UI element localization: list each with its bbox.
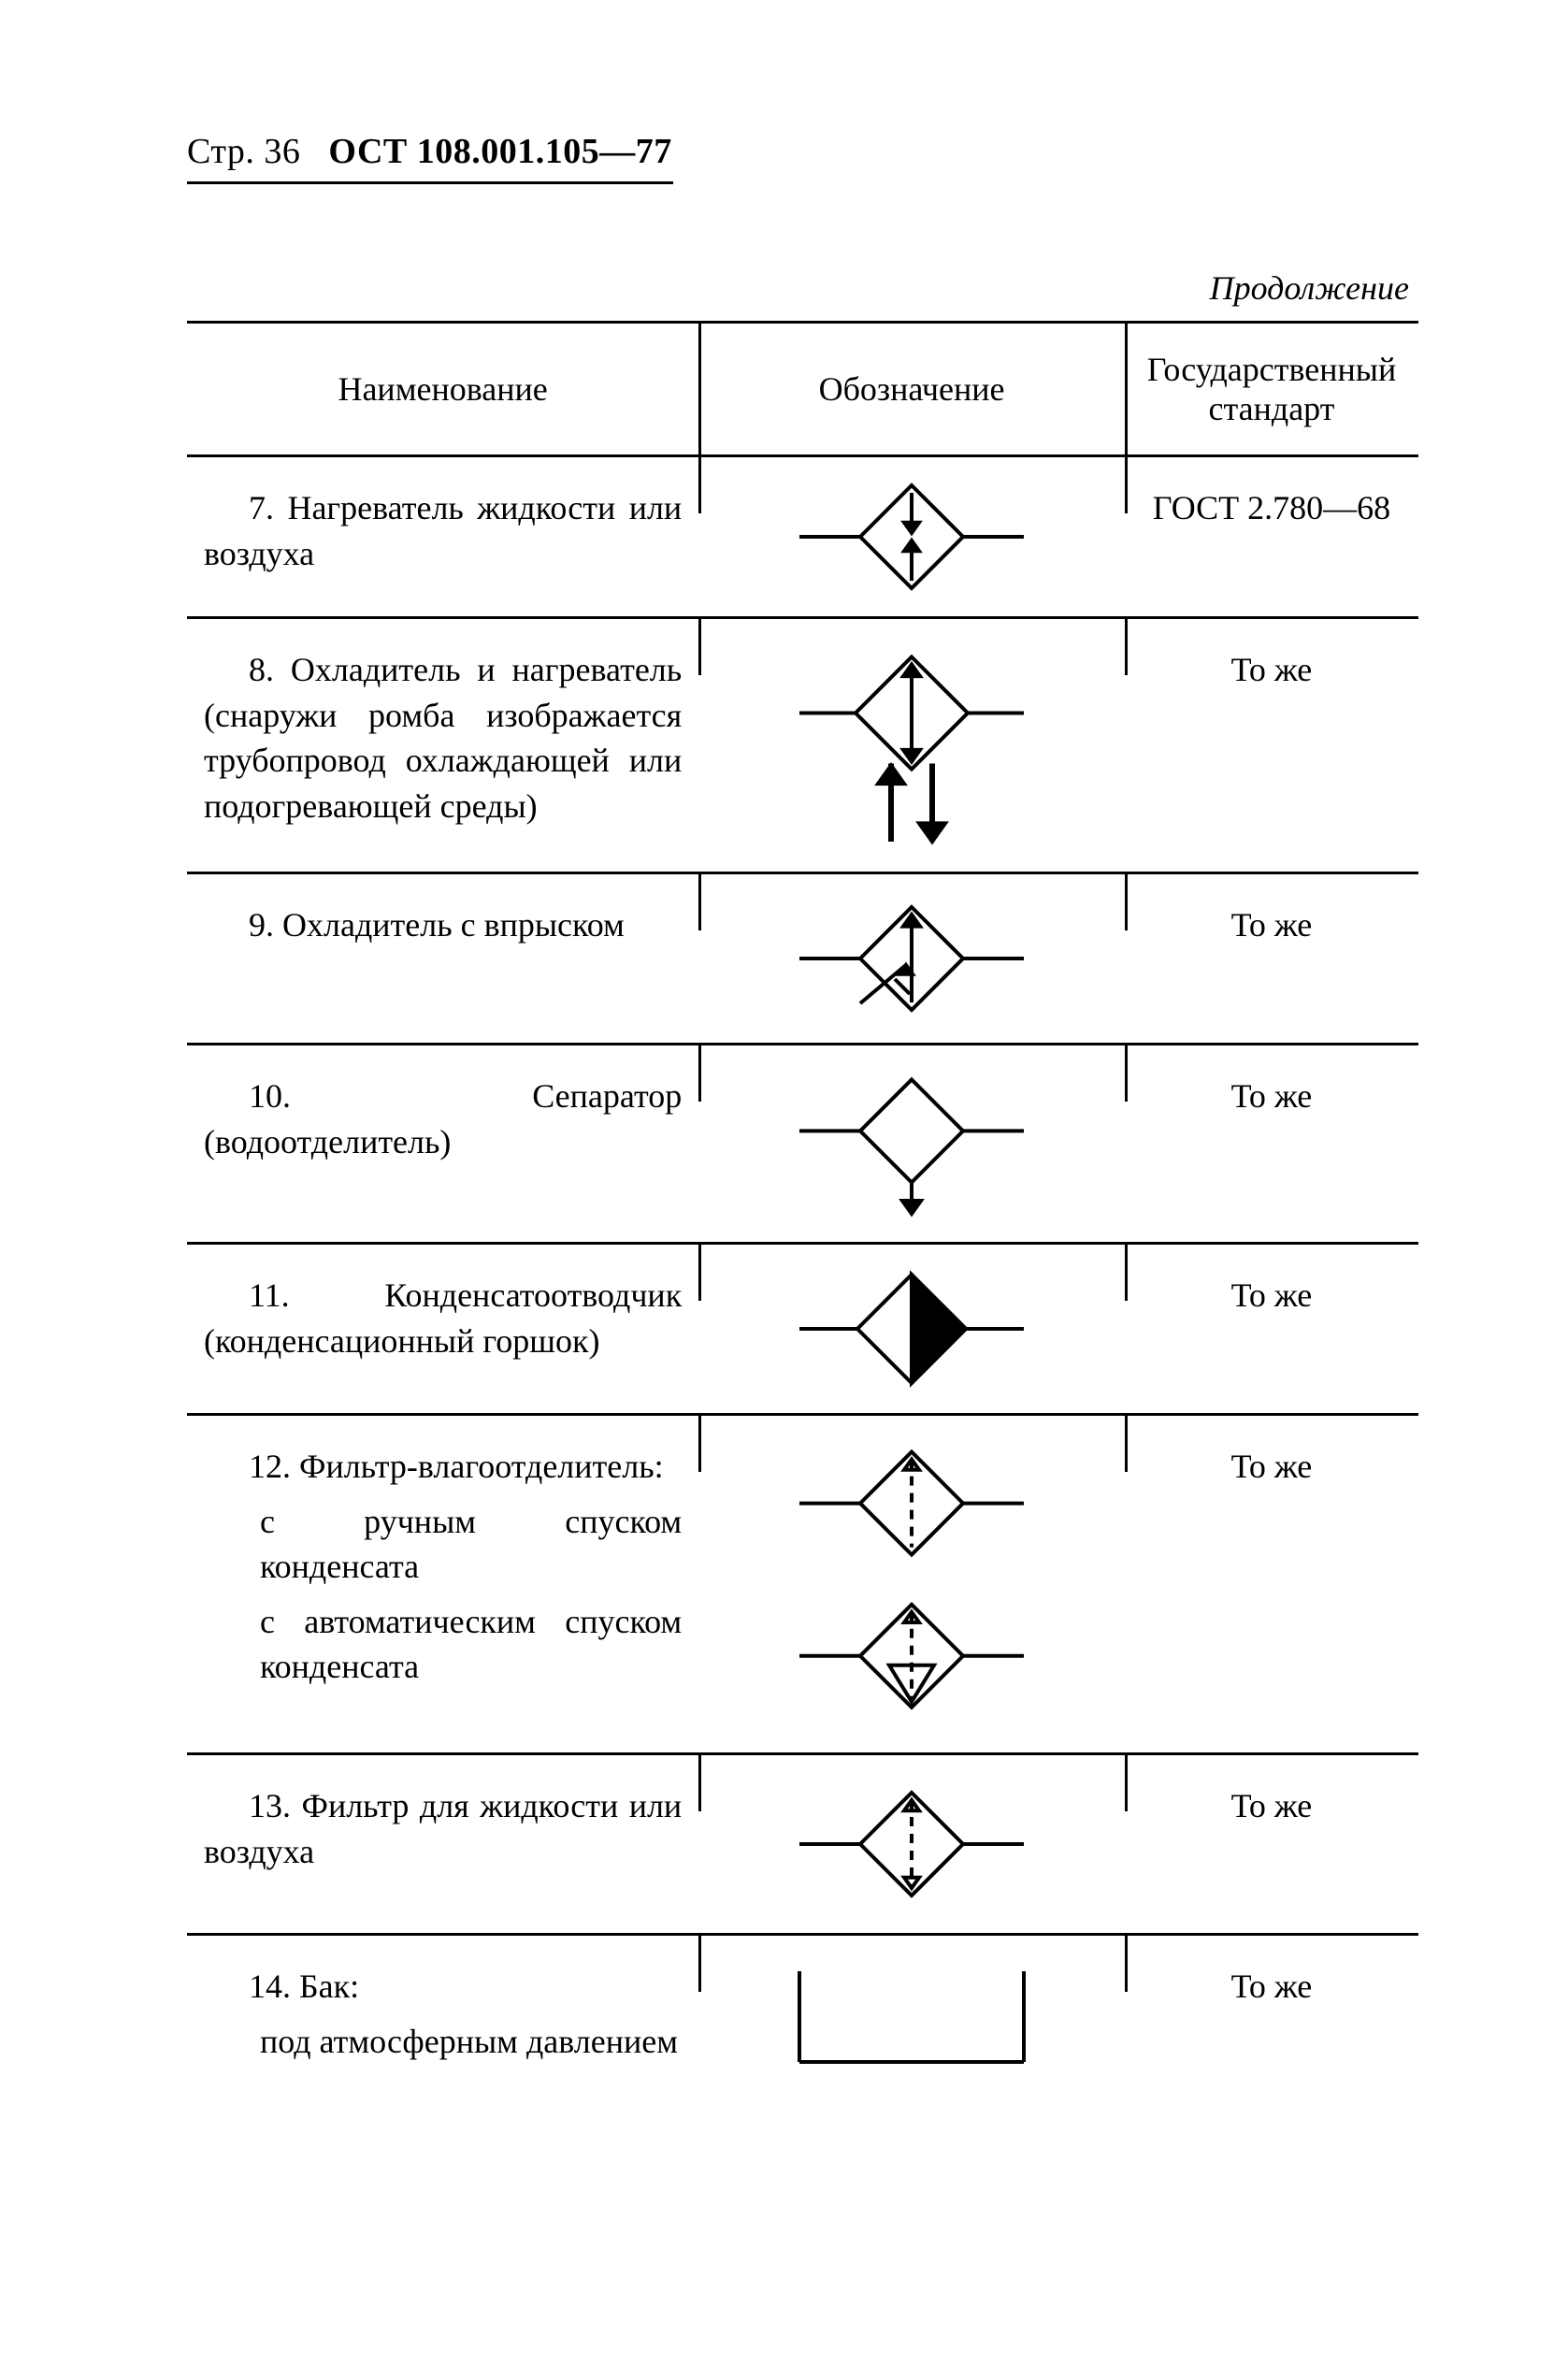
heater-icon: [790, 476, 1033, 598]
row-subitem: под атмосферным давлением: [204, 2019, 682, 2065]
cell-symbol: [698, 456, 1125, 618]
cell-standard: То же: [1125, 1415, 1418, 1754]
table-row: 10. Сепаратор (водоотделитель) То же: [187, 1045, 1418, 1244]
col-header-symbol: Обозначение: [698, 323, 1125, 456]
cell-standard: То же: [1125, 1244, 1418, 1415]
cell-symbol: [698, 1754, 1125, 1935]
symbols-table: Наименование Обозначение Государственный…: [187, 321, 1418, 2104]
row-name: 11. Конденсатоотводчик (конденсационный …: [204, 1273, 682, 1363]
row-name: 8. Охладитель и нагреватель (снаружи ром…: [204, 647, 682, 829]
filter-icon: [790, 1774, 1033, 1914]
cell-standard: То же: [1125, 618, 1418, 873]
table-row: 11. Конденсатоотводчик (конденсационный …: [187, 1244, 1418, 1415]
separator-icon: [790, 1064, 1033, 1223]
tank_open-icon: [771, 1954, 1052, 2085]
table-row: 14. Бак: под атмосферным давлением То же: [187, 1935, 1418, 2105]
table-row: 12. Фильтр-влагоотделитель: с ручным спус…: [187, 1415, 1418, 1754]
cell-symbol: [698, 618, 1125, 873]
row-subitem: с автоматическим спуском конденсата: [204, 1599, 682, 1690]
continuation-label: Продолжение: [187, 268, 1418, 308]
table-header-row: Наименование Обозначение Государственный…: [187, 323, 1418, 456]
cell-name: 8. Охладитель и нагреватель (снаружи ром…: [187, 618, 698, 873]
cell-name: 7. Нагреватель жидкости или воздуха: [187, 456, 698, 618]
row-name: 13. Фильтр для жидкости или воздуха: [204, 1783, 682, 1874]
row-name: 9. Охладитель с впрыском: [204, 902, 682, 948]
cell-symbol: [698, 873, 1125, 1045]
cell-standard: То же: [1125, 1935, 1418, 2105]
cell-name: 9. Охладитель с впрыском: [187, 873, 698, 1045]
table-body: 7. Нагреватель жидкости или воздуха ГОСТ …: [187, 456, 1418, 2105]
row-name: 14. Бак:: [204, 1964, 682, 2010]
row-name: 10. Сепаратор (водоотделитель): [204, 1074, 682, 1164]
cell-standard: То же: [1125, 1754, 1418, 1935]
cell-name: 11. Конденсатоотводчик (конденсационный …: [187, 1244, 698, 1415]
cell-name: 10. Сепаратор (водоотделитель): [187, 1045, 698, 1244]
cell-symbol: [698, 1244, 1125, 1415]
cell-name: 12. Фильтр-влагоотделитель: с ручным спус…: [187, 1415, 698, 1754]
cell-standard: ГОСТ 2.780—68: [1125, 456, 1418, 618]
row-name: 12. Фильтр-влагоотделитель:: [204, 1444, 682, 1490]
spray_cooler-icon: [790, 893, 1033, 1024]
table-row: 8. Охладитель и нагреватель (снаружи ром…: [187, 618, 1418, 873]
table-row: 7. Нагреватель жидкости или воздуха ГОСТ …: [187, 456, 1418, 618]
cell-name: 13. Фильтр для жидкости или воздуха: [187, 1754, 698, 1935]
page-number: Стр. 36: [187, 132, 300, 171]
cell-standard: То же: [1125, 1045, 1418, 1244]
col-header-name: Наименование: [187, 323, 698, 456]
cell-name: 14. Бак: под атмосферным давлением: [187, 1935, 698, 2105]
cell-symbol: [698, 1935, 1125, 2105]
col-header-standard: Государственный стандарт: [1125, 323, 1418, 456]
filter_moisture_pair-icon: [790, 1434, 1033, 1734]
cooler_heater-icon: [790, 638, 1033, 853]
table-row: 13. Фильтр для жидкости или воздуха То же: [187, 1754, 1418, 1935]
table-row: 9. Охладитель с впрыском То же: [187, 873, 1418, 1045]
cell-standard: То же: [1125, 873, 1418, 1045]
row-subitem: с ручным спуском конденсата: [204, 1499, 682, 1590]
steam_trap-icon: [790, 1263, 1033, 1394]
page-header: Стр. 36 ОСТ 108.001.105—77: [187, 131, 673, 184]
doc-code: ОСТ 108.001.105—77: [328, 132, 671, 171]
cell-symbol: [698, 1045, 1125, 1244]
cell-symbol: [698, 1415, 1125, 1754]
page: Стр. 36 ОСТ 108.001.105—77 Продолжение Н…: [0, 0, 1568, 2364]
row-name: 7. Нагреватель жидкости или воздуха: [204, 485, 682, 576]
